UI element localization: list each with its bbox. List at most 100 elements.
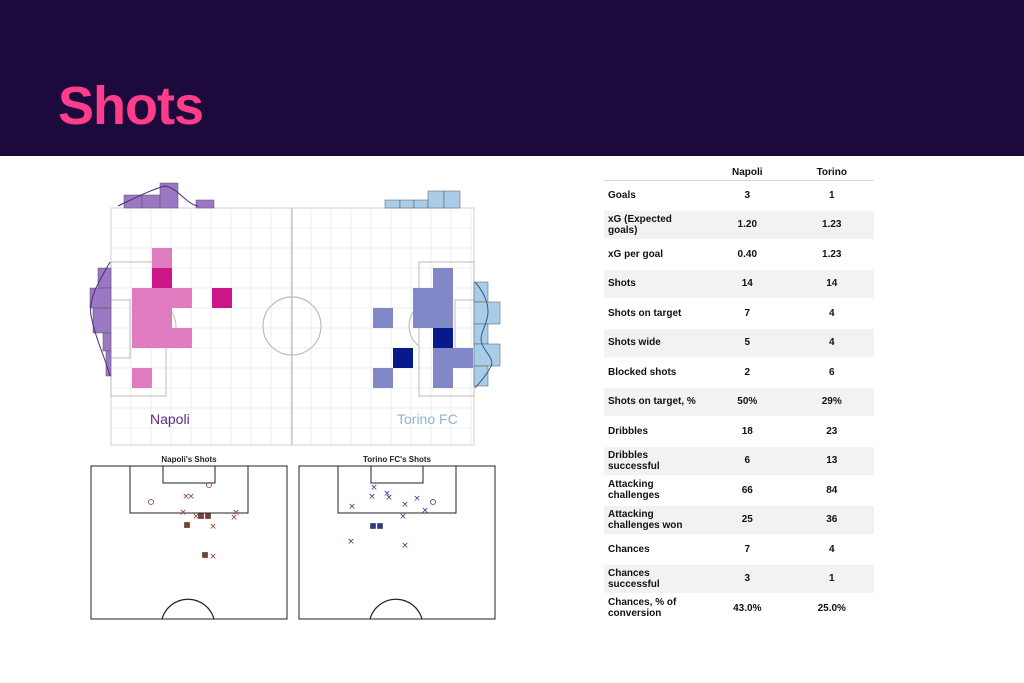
stat-away-value: 1 (789, 180, 874, 211)
stat-home-value: 7 (705, 298, 790, 329)
torino-top-histogram (384, 190, 461, 209)
napoli-shot-miss-mark: × (179, 508, 187, 518)
away-team-label: Torino FC (397, 411, 458, 427)
home-team-label: Napoli (150, 411, 190, 427)
stat-away-value: 6 (789, 357, 874, 388)
stat-label: Chances (604, 534, 706, 565)
torino-shot-blocked-mark (377, 523, 383, 529)
table-row: Chances successful 3 1 (604, 564, 874, 594)
torino-shot-miss-mark: × (413, 494, 421, 504)
stat-label: Blocked shots (604, 357, 706, 388)
stat-away-value: 1 (789, 564, 874, 594)
table-row: Shots 14 14 (604, 269, 874, 299)
stat-away-value: 1.23 (789, 210, 874, 240)
page-title: Shots (58, 76, 204, 136)
table-row: xG (Expected goals) 1.20 1.23 (604, 210, 874, 240)
napoli-shot-goal-mark (206, 482, 212, 488)
napoli-shot-blocked-mark (202, 552, 208, 558)
torino-shot-miss-mark: × (401, 500, 409, 510)
napoli-heat-cells (132, 248, 232, 388)
napoli-top-histogram (117, 182, 215, 209)
napoli-shot-blocked-mark (198, 513, 204, 519)
stat-home-value: 7 (705, 534, 790, 565)
stats-table: Napoli Torino Goals 3 1 xG (Expected goals… (604, 165, 874, 624)
stat-label: xG per goal (604, 239, 706, 270)
stat-home-value: 18 (705, 416, 790, 447)
table-row: Dribbles 18 23 (604, 416, 874, 447)
stat-home-value: 25 (705, 505, 790, 535)
stat-away-value: 13 (789, 446, 874, 476)
torino-shot-miss-mark: × (368, 492, 376, 502)
napoli-shot-miss-mark: × (182, 492, 190, 502)
stat-home-value: 14 (705, 269, 790, 299)
torino-shot-miss-mark: × (399, 512, 407, 522)
stat-label: Dribbles successful (604, 446, 706, 476)
table-row: Shots wide 5 4 (604, 328, 874, 358)
napoli-shot-blocked-mark (205, 513, 211, 519)
stat-away-value: 4 (789, 298, 874, 329)
stat-away-value: 25.0% (789, 593, 874, 624)
table-row: Blocked shots 2 6 (604, 357, 874, 388)
torino-shots-title: Torino FC's Shots (363, 455, 432, 464)
stat-label: Shots on target, % (604, 387, 706, 417)
table-row: Attacking challenges won 25 36 (604, 505, 874, 535)
napoli-shot-goal-mark (148, 499, 154, 505)
table-row: Shots on target 7 4 (604, 298, 874, 329)
stat-away-value: 36 (789, 505, 874, 535)
stat-home-value: 50% (705, 387, 790, 417)
stat-label: Dribbles (604, 416, 706, 447)
stat-label: Shots on target (604, 298, 706, 329)
stat-home-value: 66 (705, 475, 790, 506)
table-row: xG per goal 0.40 1.23 (604, 239, 874, 270)
stat-away-value: 1.23 (789, 239, 874, 270)
torino-shot-miss-mark: × (401, 541, 409, 551)
stat-label: Shots wide (604, 328, 706, 358)
stats-header-blank (604, 165, 706, 181)
napoli-shot-miss-mark: × (209, 552, 217, 562)
stat-away-value: 4 (789, 534, 874, 565)
stat-home-value: 0.40 (705, 239, 790, 270)
torino-shot-miss-mark: × (383, 489, 391, 499)
stat-away-value: 4 (789, 328, 874, 358)
torino-shot-miss-mark: × (421, 506, 429, 516)
torino-shot-map: Torino FC's Shots ×× ××× ××××× × (298, 455, 496, 620)
stat-home-value: 1.20 (705, 210, 790, 240)
stat-label: Attacking challenges (604, 475, 706, 506)
napoli-shots-title: Napoli's Shots (161, 455, 217, 464)
stat-label: Goals (604, 180, 706, 211)
table-row: Attacking challenges 66 84 (604, 475, 874, 506)
stat-away-value: 29% (789, 387, 874, 417)
napoli-shot-blocked-mark (184, 522, 190, 528)
stat-away-value: 23 (789, 416, 874, 447)
stat-label: Shots (604, 269, 706, 299)
table-row: Chances 7 4 (604, 534, 874, 565)
napoli-shot-miss-mark: × (209, 522, 217, 532)
napoli-shot-miss-mark: × (232, 508, 240, 518)
torino-shot-miss-mark: × (370, 483, 378, 493)
torino-heat-cells (373, 268, 473, 388)
stat-label: xG (Expected goals) (604, 210, 706, 240)
napoli-shot-miss-mark: × (187, 492, 195, 502)
stats-header-row: Napoli Torino (604, 165, 874, 181)
torino-shot-miss-mark: × (347, 537, 355, 547)
stat-label: Chances successful (604, 564, 706, 594)
stat-label: Chances, % of conversion (604, 593, 706, 624)
stat-away-value: 14 (789, 269, 874, 299)
stat-home-value: 6 (705, 446, 790, 476)
napoli-left-histogram (89, 261, 112, 377)
header-banner (0, 0, 1024, 156)
torino-shot-miss-mark: × (385, 493, 393, 503)
table-row: Chances, % of conversion 43.0% 25.0% (604, 593, 874, 624)
torino-shot-miss-mark: × (348, 502, 356, 512)
stat-home-value: 5 (705, 328, 790, 358)
stat-label: Attacking challenges won (604, 505, 706, 535)
napoli-shot-miss-mark: × (230, 513, 238, 523)
stat-home-value: 2 (705, 357, 790, 388)
stat-home-value: 3 (705, 180, 790, 211)
table-row: Dribbles successful 6 13 (604, 446, 874, 476)
torino-shot-goal-mark (430, 499, 436, 505)
stat-home-value: 3 (705, 564, 790, 594)
torino-shot-blocked-mark (370, 523, 376, 529)
napoli-shot-miss-mark: × (192, 512, 200, 522)
